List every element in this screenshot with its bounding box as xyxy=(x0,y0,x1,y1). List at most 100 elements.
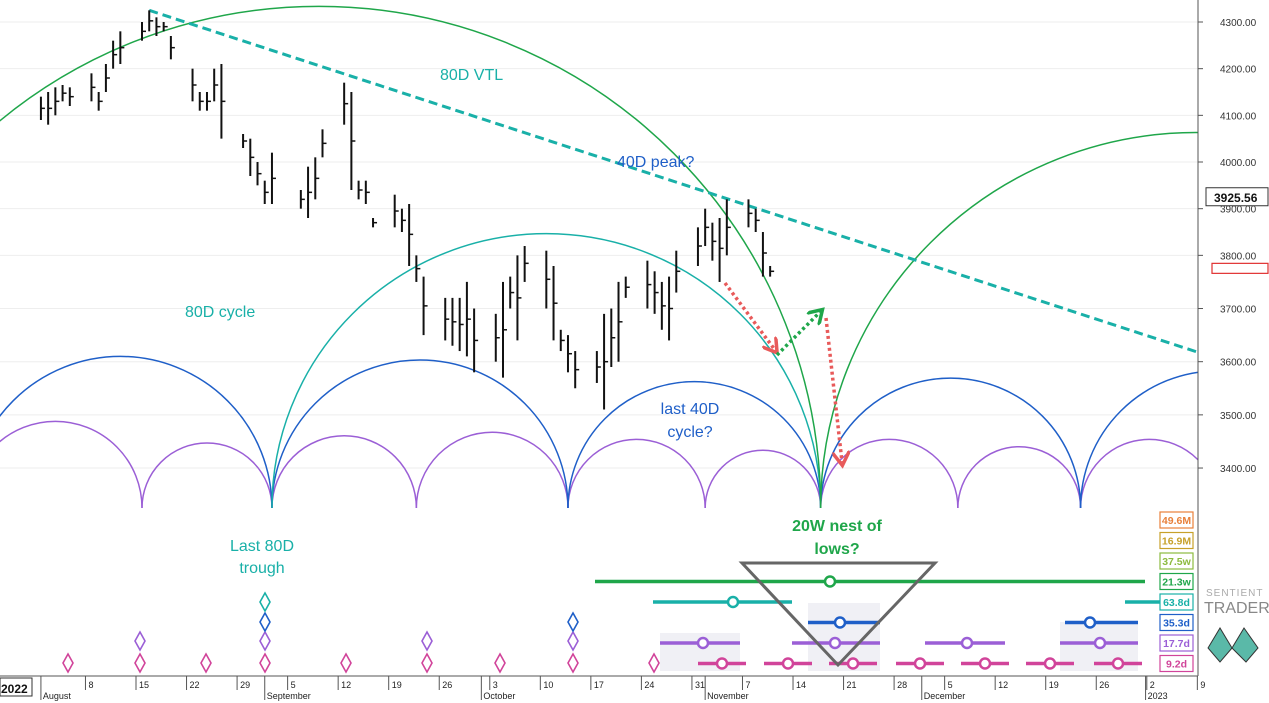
price-tick-label: 3600.00 xyxy=(1220,358,1257,369)
label-80d-vtl: 80D VTL xyxy=(440,67,503,84)
trendline-layer xyxy=(148,8,1212,358)
period-label-box xyxy=(1159,634,1194,652)
period-marker xyxy=(960,636,974,650)
day-tick-label: 12 xyxy=(998,680,1008,690)
price-tick-label: 3500.00 xyxy=(1220,411,1257,422)
period-marker xyxy=(781,657,795,670)
down-arrow-1 xyxy=(723,281,775,350)
period-marker xyxy=(978,657,992,670)
day-tick-label: 3 xyxy=(493,680,498,690)
price-tick-label: 3800.00 xyxy=(1220,251,1257,262)
month-label: August xyxy=(43,691,72,701)
cycle-arc-purple xyxy=(704,449,822,509)
annotation-labels: 80D VTL 40D peak? 80D cycle last 40D cycle? L… xyxy=(185,67,883,577)
cycle-arc-purple xyxy=(819,438,959,509)
current-price-box xyxy=(1205,187,1269,207)
trough-diamond-9d xyxy=(494,652,506,674)
label-last-40d-line2: cycle? xyxy=(667,424,712,441)
month-label: September xyxy=(267,691,311,701)
up-arrow xyxy=(775,312,820,357)
period-label: 63.8d xyxy=(1163,597,1190,609)
brand-line2: TRADER xyxy=(1204,600,1269,617)
cycle-arc-green xyxy=(819,131,1269,509)
period-marker xyxy=(1093,636,1107,650)
label-last-80d-line1: Last 80D xyxy=(230,538,294,555)
day-tick-label: 12 xyxy=(341,680,351,690)
price-tick-label: 4300.00 xyxy=(1220,18,1257,29)
cycle-arc-teal xyxy=(271,232,822,509)
trough-diamond-35d xyxy=(567,611,579,633)
grid-lines xyxy=(0,21,1198,469)
period-marker xyxy=(1083,616,1097,629)
cycle-arc-blue xyxy=(0,355,273,509)
period-marker xyxy=(846,657,860,670)
period-label-box xyxy=(1159,552,1194,570)
trendline-80d-vtl xyxy=(148,8,1212,358)
period-marker xyxy=(1111,657,1125,670)
day-tick-label: 29 xyxy=(240,680,250,690)
cycle-period-bands: 49.6M 16.9M 37.5w 21.3w 63.8d 35.3d 17.7d 9.2d xyxy=(62,511,1194,674)
trough-diamond-17d xyxy=(134,630,146,652)
period-marker xyxy=(828,636,842,650)
period-marker xyxy=(913,657,927,670)
day-tick-label: 10 xyxy=(543,680,553,690)
day-tick-label: 24 xyxy=(644,680,654,690)
cycle-arcs xyxy=(0,5,1269,509)
nest-triangle xyxy=(738,561,939,668)
period-label: 9.2d xyxy=(1166,659,1187,671)
cycle-arc-purple xyxy=(1079,438,1219,509)
label-40d-peak: 40D peak? xyxy=(617,154,694,171)
year-label: 2022 xyxy=(1,682,28,696)
period-label-box xyxy=(1159,511,1194,529)
day-tick-label: 19 xyxy=(1049,680,1059,690)
trough-diamond-9d xyxy=(62,652,74,674)
month-label: November xyxy=(707,691,749,701)
period-marker xyxy=(696,636,710,650)
label-20w-nest-line2: lows? xyxy=(814,541,859,558)
period-label: 37.5w xyxy=(1162,556,1191,568)
period-label-box xyxy=(1159,613,1194,632)
day-tick-label: 28 xyxy=(897,680,907,690)
cycle-arc-purple xyxy=(415,431,569,509)
price-tick-label: 4200.00 xyxy=(1220,65,1257,76)
period-marker xyxy=(715,657,729,670)
trough-diamond-17d xyxy=(259,630,271,652)
period-marker xyxy=(726,595,740,609)
period-label-box xyxy=(1159,593,1194,611)
price-tick-label: 3400.00 xyxy=(1220,464,1257,475)
price-tick-label: 4000.00 xyxy=(1220,158,1257,169)
period-label: 16.9M xyxy=(1162,536,1191,548)
trough-diamond-9d xyxy=(200,652,212,674)
price-bars xyxy=(39,10,775,410)
trough-diamond-9d xyxy=(134,652,146,674)
cycle-arc-blue xyxy=(819,377,1082,509)
cycle-arc-purple xyxy=(0,420,143,509)
day-tick-label: 5 xyxy=(948,680,953,690)
period-marker xyxy=(1043,657,1057,670)
brand-logo xyxy=(1207,627,1259,663)
month-label: 2023 xyxy=(1148,691,1168,701)
price-axis-bg xyxy=(1198,0,1269,703)
period-label: 17.7d xyxy=(1163,638,1190,650)
day-tick-label: 14 xyxy=(796,680,806,690)
day-tick-label: 5 xyxy=(291,680,296,690)
period-label: 21.3w xyxy=(1162,577,1191,589)
label-last-40d-line1: last 40D xyxy=(661,401,720,418)
cycle-arc-purple xyxy=(271,435,418,509)
cycle-arc-purple xyxy=(567,438,706,509)
period-marker xyxy=(823,575,837,588)
day-tick-label: 7 xyxy=(745,680,750,690)
red-price-box xyxy=(1211,262,1269,274)
period-marker xyxy=(833,616,847,629)
trough-diamond-35d xyxy=(259,611,271,633)
month-label: October xyxy=(483,691,515,701)
period-label: 49.6M xyxy=(1162,515,1191,527)
label-80d-cycle: 80D cycle xyxy=(185,304,255,321)
down-arrow-2 xyxy=(824,317,842,462)
trough-diamond-17d xyxy=(567,630,579,652)
day-tick-label: 26 xyxy=(442,680,452,690)
cycle-arc-green xyxy=(0,5,822,509)
day-tick-label: 19 xyxy=(392,680,402,690)
time-axis-bg xyxy=(0,676,1198,703)
current-price-label: 3925.56 xyxy=(1214,191,1258,205)
